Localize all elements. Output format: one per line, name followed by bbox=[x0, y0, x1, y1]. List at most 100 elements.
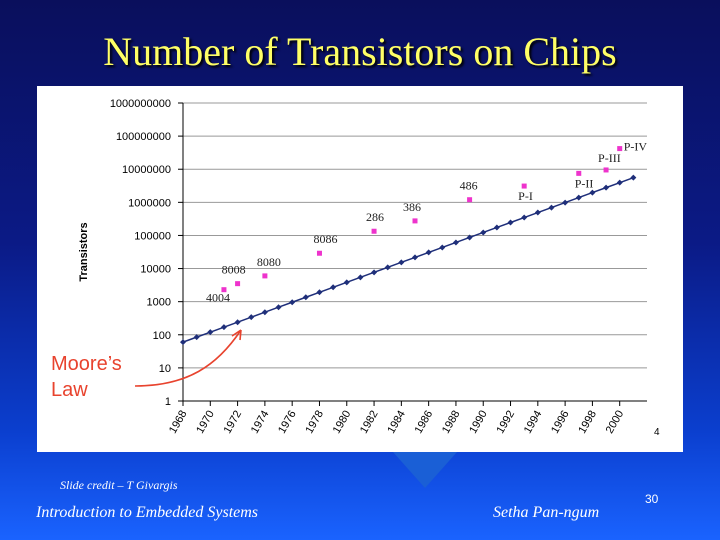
y-tick-label: 1000000000 bbox=[110, 98, 171, 110]
chip-point bbox=[371, 228, 377, 234]
chart-panel: 1 10 100 1000 10000 100000 1000000 10000000 1000… bbox=[37, 86, 683, 452]
chip-label: 8008 bbox=[222, 263, 246, 277]
x-tick-label: 1984 bbox=[385, 409, 408, 436]
inner-page-mark: 4 bbox=[654, 427, 660, 438]
trend-point bbox=[398, 259, 405, 266]
x-tick-label: 1980 bbox=[331, 409, 354, 436]
trend-point bbox=[207, 329, 214, 336]
y-tick-label: 100000 bbox=[134, 230, 171, 242]
chip-label: 286 bbox=[366, 210, 384, 224]
x-tick-label: 1978 bbox=[303, 409, 326, 436]
x-tick-labels: 1968 1970 1972 1974 1976 1978 1980 1982 1984 1986… bbox=[167, 401, 626, 436]
slide-title: Number of Transistors on Chips bbox=[103, 29, 617, 74]
x-tick-label: 1970 bbox=[194, 409, 217, 436]
chip-label: 386 bbox=[403, 200, 421, 214]
chip-point bbox=[412, 218, 418, 224]
y-tick-label: 10000 bbox=[140, 264, 171, 276]
chip-label: 4004 bbox=[206, 291, 230, 305]
trend-point bbox=[234, 319, 241, 326]
x-tick-label: 1996 bbox=[549, 409, 572, 436]
trend-point bbox=[316, 289, 323, 296]
trend-point bbox=[630, 174, 637, 181]
trend-line bbox=[182, 176, 634, 343]
trend-point bbox=[289, 299, 296, 306]
x-tick-label: 1982 bbox=[358, 409, 381, 436]
trend-point bbox=[261, 309, 268, 316]
trend-point bbox=[330, 284, 337, 291]
trend-point bbox=[357, 274, 364, 281]
trend-point bbox=[384, 264, 391, 271]
x-tick-label: 1994 bbox=[522, 408, 545, 435]
trend-point bbox=[480, 229, 487, 236]
x-tick-label: 2000 bbox=[604, 409, 627, 436]
trend-point bbox=[302, 294, 309, 301]
chip-point bbox=[235, 281, 241, 287]
trend-point bbox=[589, 189, 596, 196]
x-tick-label: 1972 bbox=[222, 409, 245, 436]
trend-point bbox=[616, 179, 623, 186]
annotation-line1: Moore’s bbox=[51, 353, 122, 375]
trend-point bbox=[439, 244, 446, 251]
trend-point bbox=[548, 204, 555, 211]
annotation-line2: Law bbox=[51, 379, 88, 401]
trend-point bbox=[575, 194, 582, 201]
chip-point bbox=[221, 287, 227, 293]
chip-label: 486 bbox=[460, 179, 478, 193]
chip-point bbox=[262, 273, 268, 279]
chip-label: 8086 bbox=[313, 232, 337, 246]
trend-point bbox=[343, 279, 350, 286]
y-tick-label: 10 bbox=[159, 363, 171, 375]
trend-point bbox=[180, 339, 186, 346]
footer-author: Setha Pan-ngum bbox=[493, 504, 600, 521]
trend-point bbox=[220, 324, 227, 331]
y-tick-label: 100 bbox=[153, 330, 171, 342]
page-number: 30 bbox=[645, 492, 659, 506]
x-tick-label: 1974 bbox=[249, 409, 272, 436]
trend-point bbox=[452, 239, 459, 246]
trend-point bbox=[275, 304, 282, 311]
trend-point bbox=[534, 209, 541, 216]
trend-point bbox=[562, 199, 569, 206]
y-axis-label: Transistors bbox=[78, 222, 90, 281]
footer-course-title: Introduction to Embedded Systems bbox=[36, 504, 259, 521]
y-tick-label: 1000 bbox=[147, 297, 171, 309]
trend-point bbox=[603, 184, 610, 191]
trend-point bbox=[521, 214, 528, 221]
trend-point bbox=[248, 314, 255, 321]
trend-point bbox=[371, 269, 378, 276]
chip-label: 8080 bbox=[257, 255, 281, 269]
trend-series bbox=[180, 174, 637, 346]
decorative-notch bbox=[393, 452, 457, 488]
x-tick-label: 1998 bbox=[576, 409, 599, 436]
chip-series: 4004 8008 8080 8086 286 386 486 P-I P-II P-IIIP-I… bbox=[206, 140, 647, 305]
trend-point bbox=[493, 224, 500, 231]
x-tick-label: 1990 bbox=[467, 409, 490, 436]
x-tick-label: 1992 bbox=[494, 409, 517, 436]
slide-credit: Slide credit – T Givargis bbox=[60, 478, 178, 492]
chip-point bbox=[467, 197, 473, 203]
trend-point bbox=[193, 334, 200, 341]
chip-label: P-II bbox=[575, 176, 594, 190]
y-tick-label: 100000000 bbox=[116, 131, 171, 143]
x-tick-label: 1988 bbox=[440, 409, 463, 436]
chip-point bbox=[316, 250, 322, 256]
y-tick-label: 1000000 bbox=[128, 197, 171, 209]
trend-point bbox=[412, 254, 418, 261]
transistor-chart: 1 10 100 1000 10000 100000 1000000 10000000 1000… bbox=[51, 98, 660, 438]
y-tick-label: 1 bbox=[165, 396, 171, 408]
moores-law-annotation: Moore’s Law bbox=[51, 329, 242, 401]
chip-point bbox=[521, 183, 527, 189]
chip-point bbox=[617, 146, 623, 152]
y-tick-labels: 1 10 100 1000 10000 100000 1000000 10000000 1000… bbox=[110, 98, 171, 408]
trend-point bbox=[507, 219, 514, 226]
x-tick-label: 1976 bbox=[276, 409, 299, 436]
trend-point bbox=[466, 234, 473, 241]
chip-label: P-III bbox=[598, 151, 621, 165]
grid-lines bbox=[178, 102, 647, 402]
annotation-arrow bbox=[134, 329, 242, 387]
y-tick-label: 10000000 bbox=[122, 164, 171, 176]
chip-label: P-I bbox=[518, 189, 533, 203]
chip-label: P-IV bbox=[624, 140, 648, 154]
chip-point bbox=[576, 170, 582, 176]
chip-point bbox=[603, 167, 609, 173]
